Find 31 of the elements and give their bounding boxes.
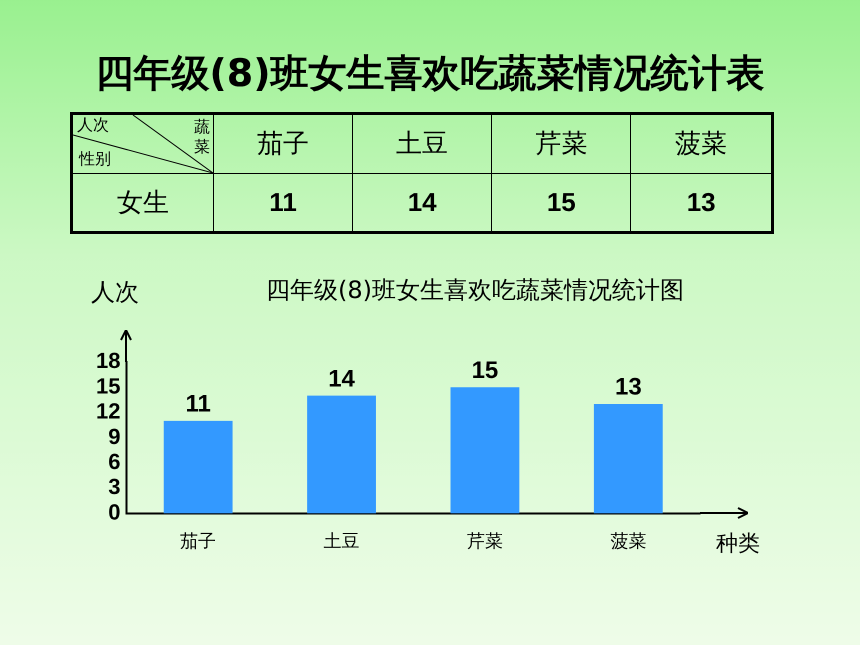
data-label: 11 — [185, 390, 211, 418]
text: 人次 — [77, 115, 109, 136]
x-axis-title: 种类 — [716, 532, 760, 557]
text: 15 — [546, 186, 576, 217]
category-label: 芹菜 — [492, 114, 631, 173]
x-tick-label: 芹菜 — [466, 530, 503, 552]
text: 女生 — [72, 173, 214, 232]
y-tick-label: 18 — [96, 348, 120, 374]
data-label: 13 — [614, 374, 642, 401]
x-tick-label: 土豆 — [324, 530, 360, 552]
text: 13 — [686, 186, 716, 217]
text: 蔬菜 — [193, 117, 211, 157]
y-tick-label: 12 — [96, 398, 120, 424]
text: 性别 — [79, 149, 111, 170]
category-label: 茄子 — [214, 114, 353, 173]
category-label: 菠菜 — [630, 114, 772, 173]
category-label: 土豆 — [352, 114, 492, 173]
text: 11 — [269, 186, 297, 217]
chart-title: 四年级(8)班女生喜欢吃蔬菜情况统计图 — [266, 276, 684, 304]
y-tick-label: 6 — [108, 448, 120, 474]
data-label: 15 — [472, 356, 498, 384]
text: 14 — [408, 186, 437, 217]
y-tick-label: 3 — [108, 474, 120, 500]
y-axis-title: 人次 — [91, 278, 139, 306]
x-tick-label: 茄子 — [180, 530, 216, 552]
y-tick-label: 15 — [96, 373, 120, 398]
data-label: 14 — [328, 365, 356, 392]
y-tick-label: 0 — [108, 499, 120, 524]
y-tick-label: 9 — [108, 424, 120, 449]
x-tick-label: 菠菜 — [610, 530, 646, 552]
text: 四年级(8)班女生喜欢吃蔬菜情况统计表 — [94, 50, 766, 97]
